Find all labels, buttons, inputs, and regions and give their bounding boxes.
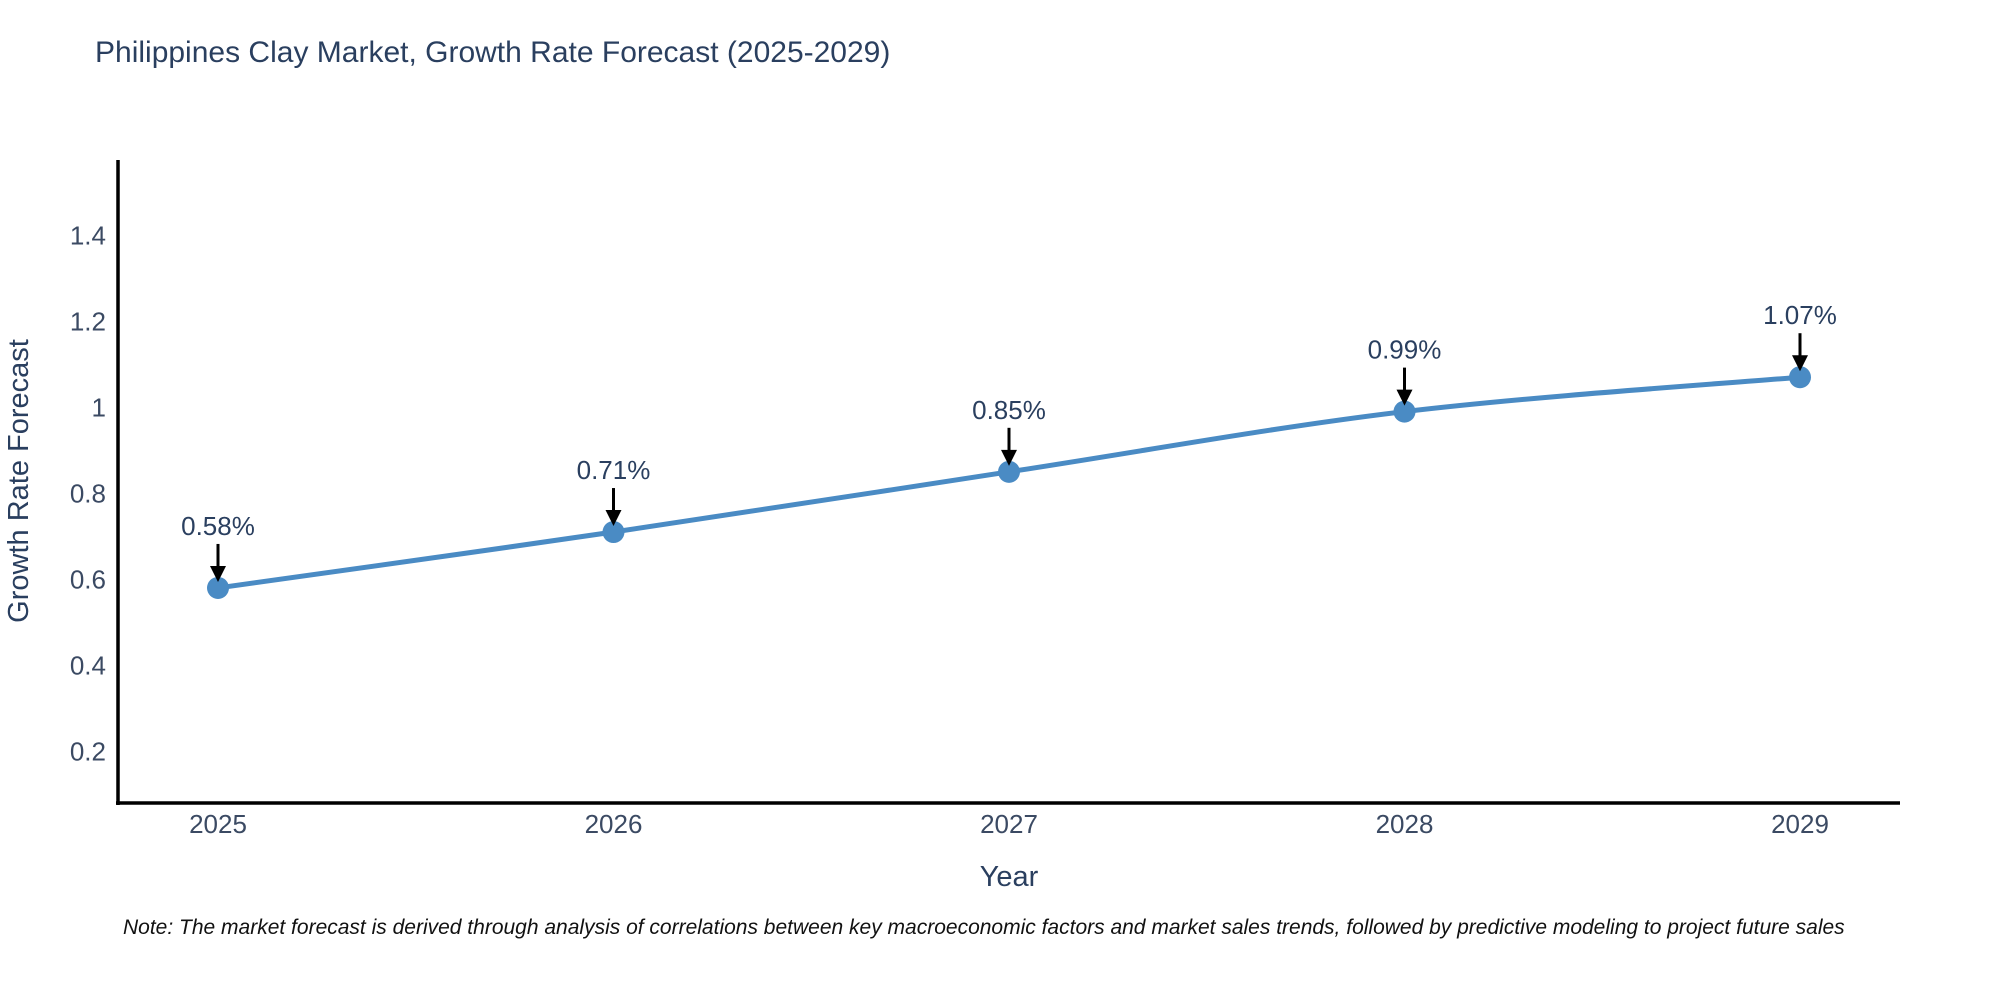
x-tick-label: 2029 bbox=[1771, 809, 1829, 839]
data-point-marker bbox=[998, 460, 1020, 483]
y-tick-label: 0.2 bbox=[70, 736, 106, 766]
x-axis-title: Year bbox=[980, 861, 1039, 893]
chart-title: Philippines Clay Market, Growth Rate For… bbox=[95, 36, 891, 69]
y-tick-label: 1.4 bbox=[70, 220, 106, 250]
x-tick-label: 2027 bbox=[980, 809, 1038, 839]
y-tick-label: 0.4 bbox=[70, 650, 106, 680]
x-tick-label: 2026 bbox=[585, 809, 643, 839]
data-point-marker bbox=[207, 576, 229, 599]
data-point-label: 0.58% bbox=[181, 511, 255, 541]
annotation-arrowhead-icon bbox=[1396, 389, 1413, 406]
annotation-arrowhead-icon bbox=[1001, 449, 1017, 466]
y-tick-label: 1 bbox=[92, 392, 106, 422]
data-point-marker bbox=[1789, 366, 1811, 389]
data-point-label: 0.85% bbox=[972, 395, 1046, 425]
y-tick-label: 1.2 bbox=[70, 306, 106, 336]
x-tick-label: 2028 bbox=[1376, 809, 1434, 839]
data-point-label: 0.71% bbox=[577, 455, 651, 485]
data-point-label: 1.07% bbox=[1763, 300, 1837, 330]
footnote: Note: The market forecast is derived thr… bbox=[123, 916, 1845, 939]
x-tick-label: 2025 bbox=[189, 809, 247, 839]
data-point-label: 0.99% bbox=[1368, 335, 1442, 365]
data-point-marker bbox=[1393, 400, 1416, 423]
y-tick-label: 0.6 bbox=[70, 564, 106, 594]
y-tick-label: 0.8 bbox=[70, 478, 106, 508]
data-point-marker bbox=[602, 521, 625, 544]
annotation-arrowhead-icon bbox=[210, 565, 226, 582]
y-axis-title: Growth Rate Forecast bbox=[3, 339, 35, 623]
annotation-arrowhead-icon bbox=[605, 510, 622, 527]
annotation-arrowhead-icon bbox=[1792, 355, 1808, 372]
